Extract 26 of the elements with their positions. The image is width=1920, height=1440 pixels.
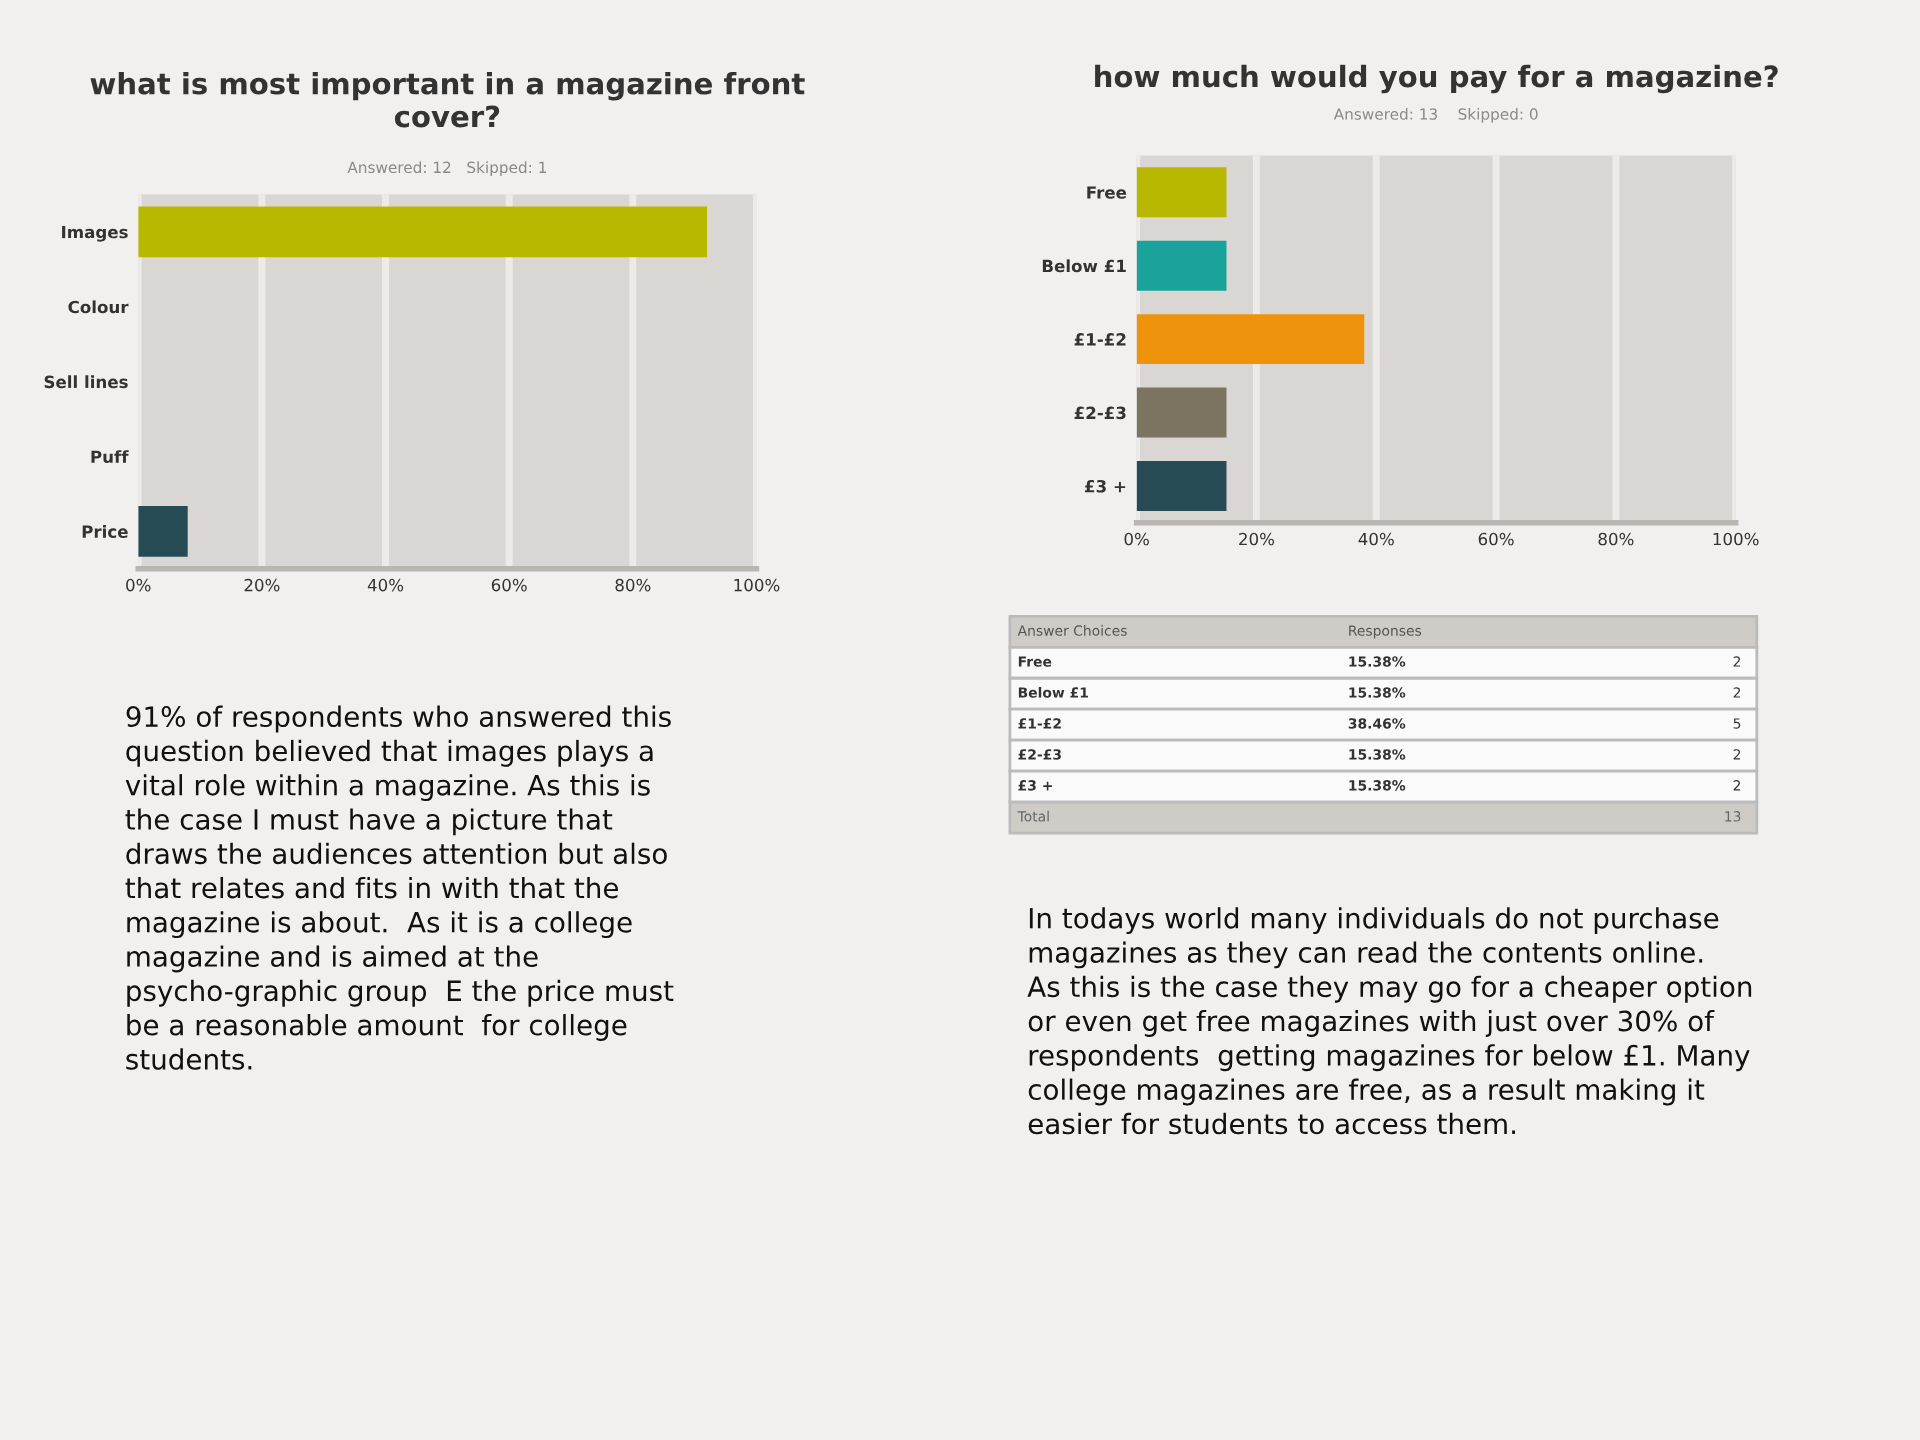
text: 91% of respondents who answered this question believed that images plays a vital role within a magazine. As this is the case I must have a picture that draws the audiences attention but also that relates and fits in with that the magazine is about. As it is a college magazine and is aimed at the psycho-graphic group E the price must be a reasonable amount for college students.	[125, 705, 674, 1070]
x-tick-label: 0%	[126, 578, 151, 592]
y-tick-label: Below £1	[1042, 259, 1126, 273]
x-tick-label: 80%	[1598, 532, 1634, 546]
x-tick-label: 100%	[734, 578, 780, 592]
chart-title: how much would you pay for a magazine?	[1095, 64, 1778, 94]
y-tick-label: Sell lines	[44, 375, 128, 389]
x-tick-label: 40%	[367, 578, 404, 592]
x-tick-label: 60%	[491, 578, 527, 592]
y-tick-label: Free	[1087, 186, 1127, 199]
x-tick-label: 20%	[1239, 532, 1275, 546]
x-tick-label: 60%	[1478, 532, 1514, 546]
y-tick-label: £3 +	[1084, 479, 1126, 493]
y-tick-label: Images	[62, 225, 128, 242]
x-tick-label: 0%	[1124, 532, 1149, 546]
chart-title: what is most important in a magazine front cover?	[90, 72, 805, 128]
x-tick-label: 40%	[1358, 532, 1394, 546]
y-tick-label: £1-£2	[1074, 333, 1126, 346]
y-tick-label: £2-£3	[1074, 406, 1126, 420]
x-tick-label: 20%	[244, 578, 280, 592]
text: In todays world many individuals do not purchase magazines as they can read the contents online. As this is the case they may go for a cheaper option or even get free magazines with just over 30% of respondents getting magazines for below £1. Many college magazines are free, as a result making it easier for students to access them.	[1027, 907, 1752, 1135]
y-tick-label: Price	[82, 525, 128, 538]
y-tick-label: Colour	[68, 300, 129, 314]
x-tick-label: 80%	[615, 578, 651, 592]
y-tick-label: Puff	[91, 450, 129, 464]
x-tick-label: 100%	[1713, 532, 1759, 546]
